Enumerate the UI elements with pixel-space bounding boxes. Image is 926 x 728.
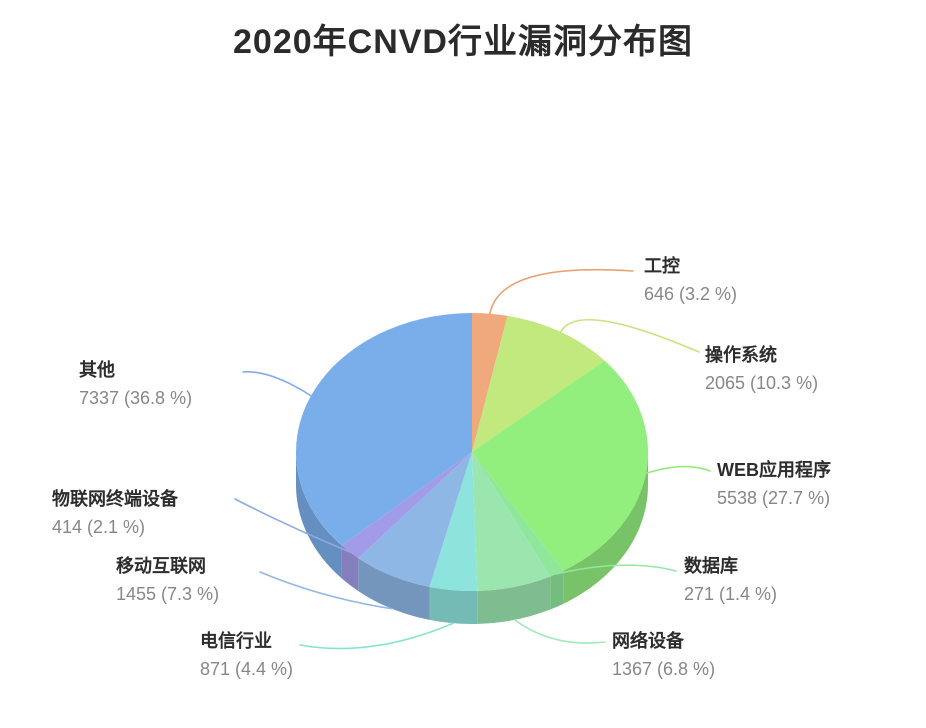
pie-slice-side-5 xyxy=(429,586,478,624)
pie-slice-5 xyxy=(429,452,478,591)
slice-label-4: 网络设备 1367 (6.8 %) xyxy=(612,628,715,684)
slice-label-2: WEB应用程序 5538 (27.7 %) xyxy=(717,457,831,513)
pie-slice-6 xyxy=(358,452,472,587)
slice-label-5: 电信行业 871 (4.4 %) xyxy=(200,628,293,684)
leader-line-6 xyxy=(259,571,393,610)
pie-slice-2 xyxy=(472,360,649,571)
slice-label-7: 物联网终端设备 414 (2.1 %) xyxy=(52,486,178,542)
slice-label-0: 工控 646 (3.2 %) xyxy=(644,253,737,309)
pie-slice-side-4 xyxy=(477,576,551,624)
slice-value: 271 (1.4 %) xyxy=(684,584,778,604)
pie-slice-0 xyxy=(472,313,508,452)
slice-name: 操作系统 xyxy=(705,345,777,365)
pie-slice-4 xyxy=(472,452,551,591)
slice-value: 5538 (27.7 %) xyxy=(717,488,831,508)
pie-slice-side-6 xyxy=(358,558,430,620)
slice-name: 工控 xyxy=(644,256,680,276)
slice-name: 电信行业 xyxy=(200,631,272,651)
slice-value: 871 (4.4 %) xyxy=(200,659,294,679)
slice-value: 1367 (6.8 %) xyxy=(612,659,716,679)
pie-slice-3 xyxy=(472,452,564,577)
slice-name: 网络设备 xyxy=(612,631,684,651)
leader-line-4 xyxy=(513,619,606,644)
slice-label-3: 数据库 271 (1.4 %) xyxy=(684,553,777,609)
slice-label-6: 移动互联网 1455 (7.3 %) xyxy=(116,553,219,609)
pie-slice-side-3 xyxy=(550,570,564,610)
slice-name: WEB应用程序 xyxy=(717,460,831,480)
pie-slice-side-8 xyxy=(296,452,342,579)
pie-slice-7 xyxy=(341,452,472,559)
slice-name: 数据库 xyxy=(684,556,738,576)
leader-line-5 xyxy=(299,622,454,650)
leader-line-3 xyxy=(556,564,677,575)
pie-slice-8 xyxy=(296,313,472,546)
pie-slice-side-7 xyxy=(341,545,359,592)
slice-name: 物联网终端设备 xyxy=(52,489,178,509)
slice-name: 其他 xyxy=(79,360,115,380)
slice-name: 移动互联网 xyxy=(116,556,206,576)
slice-value: 7337 (36.8 %) xyxy=(79,388,193,408)
slice-value: 1455 (7.3 %) xyxy=(116,584,220,604)
leader-line-7 xyxy=(234,498,351,553)
slice-value: 646 (3.2 %) xyxy=(644,284,738,304)
slice-label-1: 操作系统 2065 (10.3 %) xyxy=(705,342,818,398)
leader-line-2 xyxy=(645,465,711,475)
slice-value: 414 (2.1 %) xyxy=(52,517,146,537)
leader-line-1 xyxy=(559,318,700,353)
pie-slice-1 xyxy=(472,315,605,452)
chart-title: 2020年CNVD行业漏洞分布图 xyxy=(233,23,693,61)
slice-label-8: 其他 7337 (36.8 %) xyxy=(79,357,192,413)
leader-line-8 xyxy=(242,371,312,397)
leader-line-0 xyxy=(489,268,634,315)
slice-value: 2065 (10.3 %) xyxy=(705,373,819,393)
pie-slice-side-2 xyxy=(563,452,648,604)
